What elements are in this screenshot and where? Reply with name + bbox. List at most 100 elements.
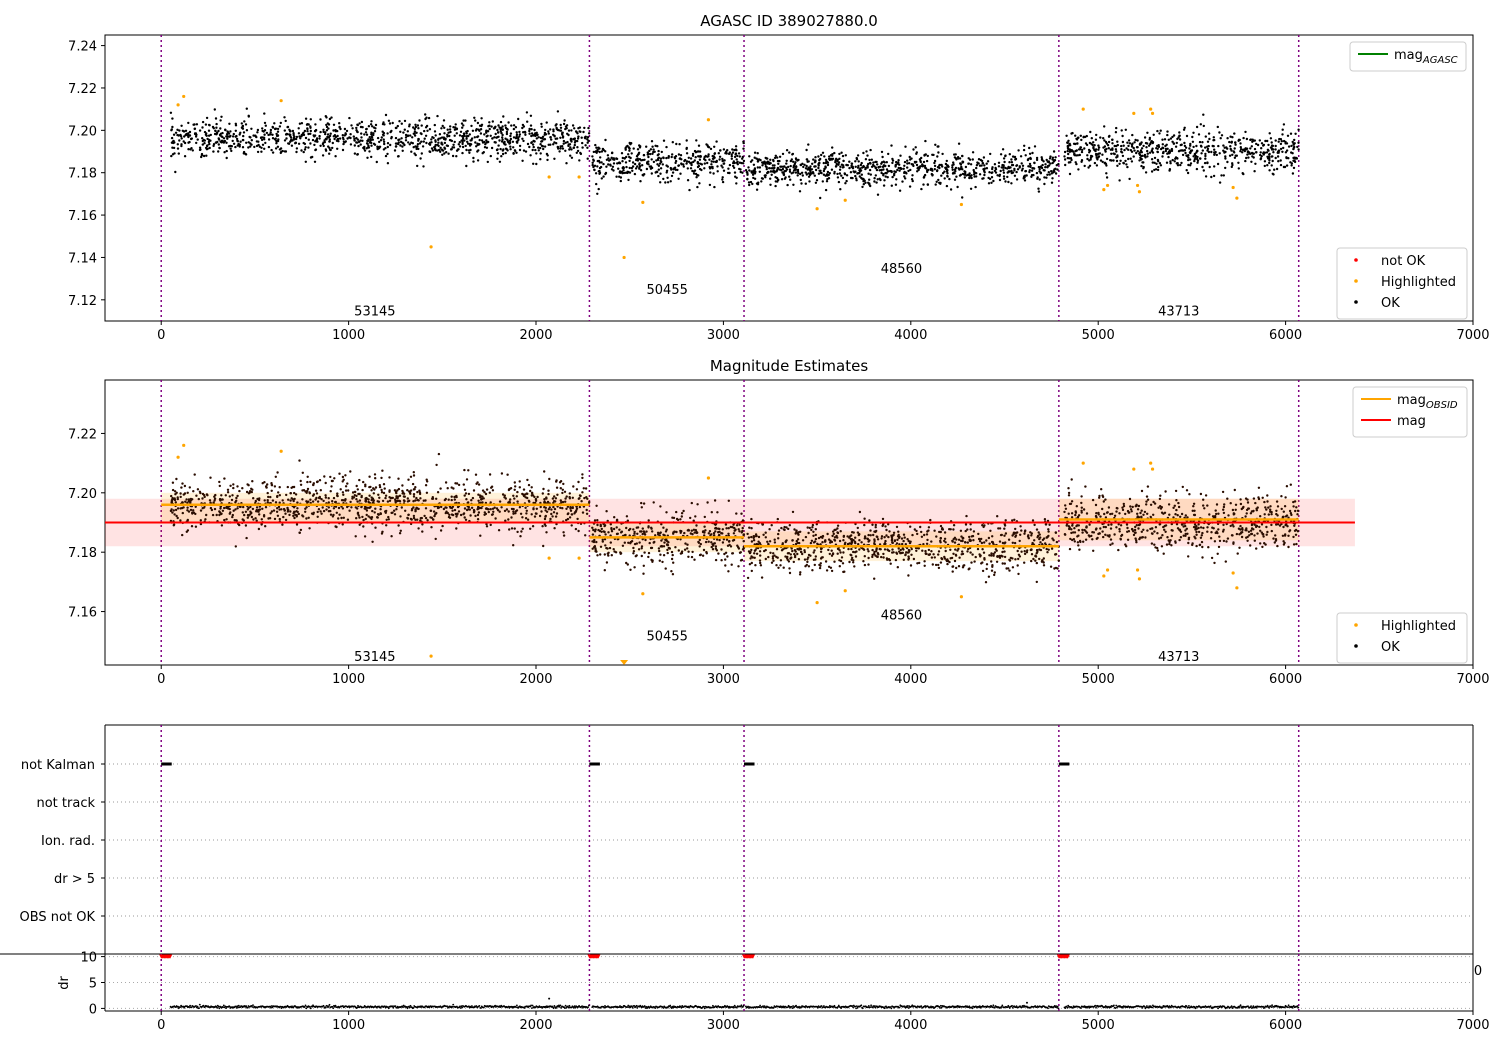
ok-point [434,537,437,541]
ok-point [640,501,643,505]
ok-point [341,507,345,510]
ok-point [1043,169,1046,172]
ok-point [332,507,336,510]
ok-point [462,124,465,127]
ok-point [660,150,663,154]
ok-point [370,135,373,138]
ok-point [334,500,337,504]
ok-point [610,528,613,531]
ok-point [302,150,305,154]
ok-point [452,126,455,129]
ok-point [201,139,204,143]
ok-point [662,554,666,557]
ok-point [477,493,480,496]
ok-point [739,559,743,562]
ok-point [785,159,788,162]
ok-point [595,182,598,186]
ok-point [1186,171,1190,175]
ok-point [1101,160,1104,164]
ok-point [682,165,685,168]
ok-point [344,474,347,477]
ok-point [670,557,674,561]
ok-point [734,152,738,155]
ok-point [326,133,330,136]
ok-point [952,161,955,164]
ok-point [466,129,469,133]
ok-point [1234,143,1237,146]
ok-point [1010,182,1013,185]
ok-point [322,141,325,144]
ok-point [563,119,566,122]
ok-point [247,114,250,118]
ok-point [838,152,841,156]
ok-point [450,139,454,143]
ok-point [238,505,242,508]
ok-point [1228,140,1231,144]
ok-point [386,162,390,165]
ok-point [397,477,400,480]
ok-point [959,163,963,166]
ok-point [455,128,458,131]
ok-point [1086,157,1089,161]
ok-point [672,532,675,535]
ok-point [554,515,558,518]
ok-point [644,538,647,542]
ok-point [650,158,653,161]
ok-point [721,157,724,161]
ok-point [655,170,658,173]
ok-point [356,123,359,127]
ok-point [1242,136,1245,140]
ok-point [214,129,217,132]
ok-point [772,158,775,162]
ok-point [851,167,855,170]
ok-point [899,167,902,170]
ok-point [1045,176,1048,179]
ok-point [334,155,337,158]
ok-point [479,496,482,499]
ok-point [854,536,857,539]
ok-point [665,543,669,546]
ok-point [506,473,509,476]
ok-point [1169,162,1172,165]
ok-point [807,175,811,178]
ok-point [420,140,423,143]
ok-point [288,128,291,131]
ok-point [1103,139,1106,142]
ok-point [559,487,562,490]
ok-point [1270,155,1273,158]
ok-point [468,133,471,136]
ok-point [454,126,457,129]
ok-point [250,515,254,519]
ok-point [748,169,751,172]
ok-point [460,122,464,125]
ok-point [1037,187,1040,190]
ok-point [601,540,604,543]
ok-point [641,532,644,536]
ok-point [464,144,467,148]
ok-point [398,532,402,535]
ok-point [710,166,713,169]
ok-point [1112,159,1115,162]
ok-point [997,161,1001,164]
ok-point [541,525,544,528]
ok-point [707,146,711,149]
ok-point [778,168,781,171]
ok-point [543,145,547,148]
ok-point [1089,158,1092,161]
ok-point [874,166,878,169]
ok-point [1148,136,1152,140]
ok-point [1290,144,1293,148]
ok-point [1030,559,1033,563]
ok-point [1290,164,1293,167]
ok-point [967,162,970,165]
ok-point [397,155,400,158]
ok-point [855,177,858,180]
ok-point [179,519,182,522]
ok-point [585,508,588,512]
ok-point [693,159,696,162]
ok-point [416,518,419,521]
ok-point [252,518,255,521]
ok-point [329,509,332,513]
ok-point [498,160,502,163]
ok-point [1234,154,1237,157]
